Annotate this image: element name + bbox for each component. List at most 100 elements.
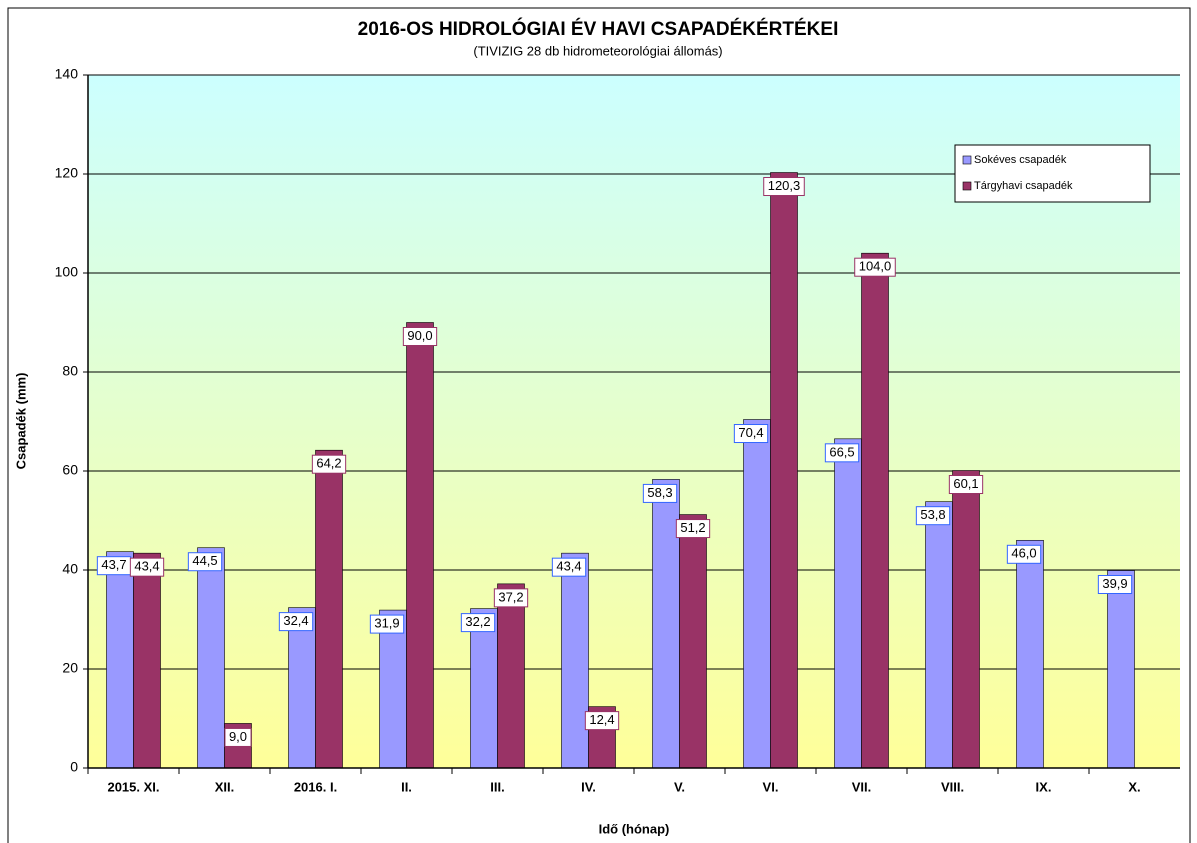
data-label-text: 120,3 [768, 178, 801, 193]
bar [470, 608, 498, 769]
data-label-text: 90,0 [407, 328, 432, 343]
data-label: 60,1 [948, 475, 984, 495]
data-label: 32,4 [278, 612, 314, 632]
data-label-text: 31,9 [374, 616, 399, 631]
data-label: 43,4 [551, 557, 587, 577]
data-label: 46,0 [1006, 544, 1042, 564]
bar [679, 514, 707, 769]
data-label-text: 66,5 [829, 444, 854, 459]
legend-label: Sokéves csapadék [974, 154, 1067, 166]
y-axis-label: Csapadék (mm) [13, 373, 28, 470]
data-label-text: 51,2 [680, 520, 705, 535]
data-label: 120,3 [763, 177, 805, 197]
data-label-box [642, 483, 678, 503]
data-label-text: 46,0 [1011, 546, 1036, 561]
chart-subtitle: (TIVIZIG 28 db hidrometeorológiai állomá… [473, 43, 722, 58]
data-label: 51,2 [675, 519, 711, 539]
chart-title: 2016-OS HIDROLÓGIAI ÉV HAVI CSAPADÉKÉRTÉ… [358, 18, 839, 40]
y-tick-label: 100 [55, 264, 79, 280]
data-label: 66,5 [824, 443, 860, 463]
x-tick-label: 2016. I. [294, 779, 337, 794]
bar [1107, 570, 1135, 769]
data-label: 31,9 [369, 614, 405, 634]
data-label: 104,0 [854, 257, 896, 277]
data-label-box [733, 424, 769, 444]
data-label: 43,7 [96, 556, 132, 576]
data-label: 43,4 [129, 557, 165, 577]
data-label: 32,2 [460, 613, 496, 633]
data-label-text: 58,3 [647, 485, 672, 500]
data-label-box [584, 711, 620, 731]
x-tick-label: 2015. XI. [107, 779, 159, 794]
data-label-text: 37,2 [498, 589, 523, 604]
data-label-box [369, 614, 405, 634]
x-tick-label: VII. [852, 779, 872, 794]
data-label: 9,0 [224, 727, 252, 747]
data-label-box [311, 454, 347, 474]
legend-label: Tárgyhavi csapadék [974, 180, 1073, 192]
data-label: 12,4 [584, 711, 620, 731]
data-label-text: 39,9 [1102, 576, 1127, 591]
data-label-text: 32,4 [283, 613, 308, 628]
data-label-box [1006, 544, 1042, 564]
data-label: 39,9 [1097, 574, 1133, 594]
x-tick-label: VI. [763, 779, 779, 794]
bar [834, 438, 862, 769]
data-label-text: 12,4 [589, 712, 614, 727]
data-label-box [278, 612, 314, 632]
legend-swatch [962, 155, 972, 165]
data-label-text: 43,7 [101, 557, 126, 572]
data-label-box [915, 506, 951, 526]
x-tick-label: X. [1128, 779, 1140, 794]
data-label-box [551, 557, 587, 577]
bar [133, 552, 161, 769]
data-label-text: 53,8 [920, 507, 945, 522]
data-label: 90,0 [402, 327, 438, 346]
data-label-box [224, 727, 252, 747]
data-label: 64,2 [311, 454, 347, 474]
data-label-text: 70,4 [738, 425, 763, 440]
bar [952, 470, 980, 769]
data-label-box [460, 613, 496, 633]
bar [743, 419, 771, 769]
data-label-box [1097, 574, 1133, 594]
y-tick-label: 140 [55, 66, 79, 82]
data-label-text: 43,4 [134, 559, 159, 574]
data-label-text: 104,0 [859, 259, 892, 274]
bar [1016, 539, 1044, 769]
bar [379, 609, 407, 769]
x-tick-label: V. [674, 779, 685, 794]
x-axis-label: Idő (hónap) [599, 821, 670, 836]
data-label: 53,8 [915, 506, 951, 526]
data-label-box [402, 327, 438, 346]
data-label: 44,5 [187, 552, 223, 572]
data-label-text: 43,4 [556, 559, 581, 574]
data-label-box [493, 588, 529, 608]
x-tick-label: XII. [215, 779, 235, 794]
x-tick-label: VIII. [941, 779, 964, 794]
x-tick-label: II. [401, 779, 412, 794]
data-label-box [948, 475, 984, 495]
y-tick-label: 120 [55, 165, 79, 181]
data-label-text: 32,2 [465, 614, 490, 629]
bar [861, 252, 889, 769]
data-label: 37,2 [493, 588, 529, 608]
data-label: 58,3 [642, 483, 678, 503]
legend-box [954, 144, 1151, 203]
bar [406, 322, 434, 769]
bar [497, 583, 525, 769]
x-tick-label: III. [490, 779, 504, 794]
legend-swatch [962, 181, 972, 191]
data-label-box [129, 557, 165, 577]
y-tick-label: 0 [70, 759, 78, 775]
data-label-box [824, 443, 860, 463]
data-label-box [854, 257, 896, 277]
bar [561, 552, 589, 769]
data-label-text: 60,1 [953, 476, 978, 491]
x-tick-label: IV. [581, 779, 596, 794]
y-tick-label: 40 [62, 561, 78, 577]
bar [197, 547, 225, 769]
data-label-text: 64,2 [316, 456, 341, 471]
bar [925, 501, 953, 769]
data-label: 70,4 [733, 424, 769, 444]
